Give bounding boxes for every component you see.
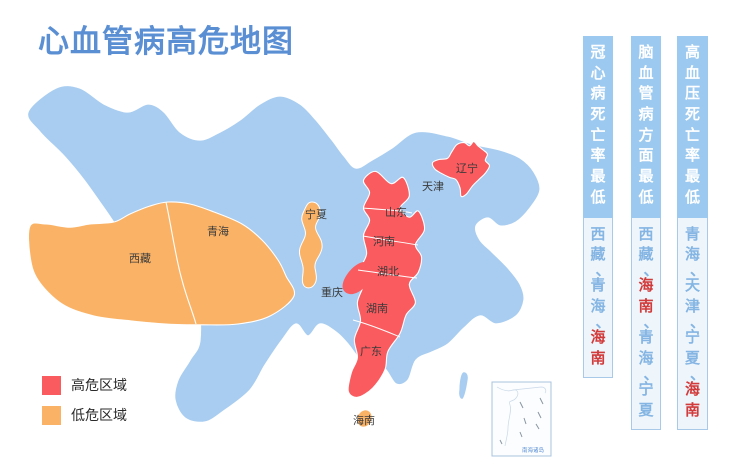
svg-text:山东: 山东 [385,206,407,219]
svg-text:广东: 广东 [360,345,382,358]
svg-text:南海诸岛: 南海诸岛 [522,446,545,454]
svg-text:青海: 青海 [207,224,229,238]
svg-text:湖南: 湖南 [366,302,388,315]
svg-text:湖北: 湖北 [377,265,399,278]
svg-text:海南: 海南 [353,413,375,427]
svg-text:天津: 天津 [422,180,444,193]
svg-text:宁夏: 宁夏 [305,207,327,221]
svg-text:西藏: 西藏 [129,252,151,265]
svg-text:辽宁: 辽宁 [456,161,478,175]
svg-text:重庆: 重庆 [321,285,343,299]
svg-text:河南: 河南 [373,235,395,248]
